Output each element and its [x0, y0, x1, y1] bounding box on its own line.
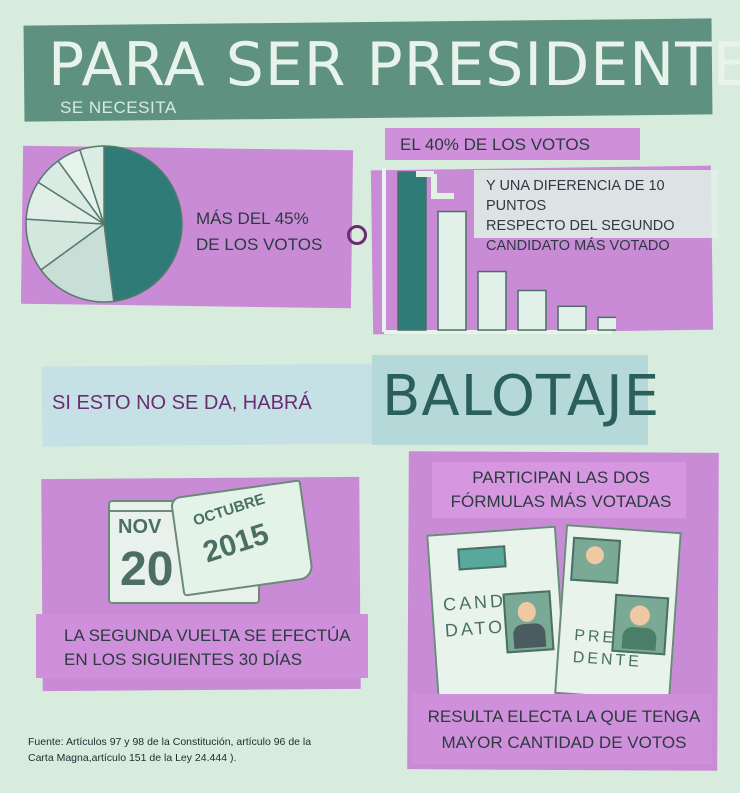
bar	[477, 270, 507, 331]
ballot-presidente-photo-icon	[611, 593, 670, 656]
option-one-line2: DE LOS VOTOS	[196, 235, 323, 254]
source-note: Fuente: Artículos 97 y 98 de la Constitu…	[28, 734, 388, 766]
bar-chart-illustration	[382, 168, 616, 334]
page-title: PARA SER PRESIDENTE	[48, 30, 740, 100]
bar	[437, 210, 467, 331]
bar	[517, 289, 547, 331]
option-one-text: MÁS DEL 45% DE LOS VOTOS	[196, 206, 346, 258]
balotaje-word-box	[372, 355, 648, 445]
candidates-result-line1: RESULTA ELECTA LA QUE TENGA	[427, 707, 701, 726]
candidates-heading: PARTICIPAN LAS DOS FÓRMULAS MÁS VOTADAS	[436, 466, 686, 514]
candidates-result: RESULTA ELECTA LA QUE TENGA MAYOR CANTID…	[416, 704, 712, 756]
candidates-heading-line2: FÓRMULAS MÁS VOTADAS	[450, 492, 672, 511]
ballot-candidato: CANDI DATO	[426, 525, 568, 707]
option-two-heading-box	[385, 128, 640, 160]
pie-slice	[103, 145, 183, 303]
calendar-back-month: NOV	[118, 516, 162, 538]
ballot-presidente: PRESi DENTE	[554, 524, 682, 702]
candidates-result-box	[412, 694, 712, 764]
option-two-note-line1: Y UNA DIFERENCIA DE 10 PUNTOS	[486, 178, 665, 214]
calendar-back-year: 20	[120, 543, 174, 596]
ballot-flag-icon	[457, 545, 507, 571]
bar	[397, 171, 427, 331]
calendar-card-front: OCTUBRE 2015	[169, 479, 315, 597]
candidates-heading-box	[432, 462, 686, 518]
balotaje-word: BALOTAJE	[382, 364, 661, 429]
page-subtitle: SE NECESITA	[60, 98, 177, 117]
pie-slice	[78, 145, 105, 225]
pie-slice	[39, 222, 115, 303]
source-line1: Fuente: Artículos 97 y 98 de la Constitu…	[28, 736, 312, 748]
pie-chart-illustration	[25, 145, 183, 303]
option-two-heading: EL 40% DE LOS VOTOS	[400, 135, 590, 154]
calendar-text-box	[36, 614, 368, 678]
source-line2: Carta Magna,artículo 151 de la Ley 24.44…	[28, 752, 237, 764]
option-two-note: Y UNA DIFERENCIA DE 10 PUNTOS RESPECTO D…	[486, 176, 716, 256]
option-one-line1: MÁS DEL 45%	[196, 209, 309, 228]
option-two-note-box	[474, 170, 718, 238]
candidates-result-line2: MAYOR CANTIDAD DE VOTOS	[441, 733, 687, 752]
option-two-note-line3: CANDIDATO MÁS VOTADO	[486, 238, 670, 254]
or-circle-icon	[347, 225, 367, 245]
balotaje-lead: SI ESTO NO SE DA, HABRÁ	[52, 392, 312, 414]
or-connector: O	[347, 225, 369, 247]
calendar-text-line1: LA SEGUNDA VUELTA SE EFECTÚA	[64, 626, 351, 645]
ballot-presidente-portrait-icon	[570, 536, 622, 584]
calendar-text-line2: EN LOS SIGUIENTES 30 DÍAS	[64, 650, 303, 669]
option-two-note-line2: RESPECTO DEL SEGUNDO	[486, 218, 675, 234]
bar	[557, 305, 587, 331]
calendar-text: LA SEGUNDA VUELTA SE EFECTÚA EN LOS SIGU…	[64, 624, 351, 672]
bar	[597, 316, 616, 331]
pie-slices	[25, 145, 183, 303]
bars	[397, 171, 616, 331]
calendar-front-year: 2015	[199, 517, 273, 570]
candidates-heading-line1: PARTICIPAN LAS DOS	[472, 468, 650, 487]
ballot-portrait-icon	[502, 590, 555, 654]
